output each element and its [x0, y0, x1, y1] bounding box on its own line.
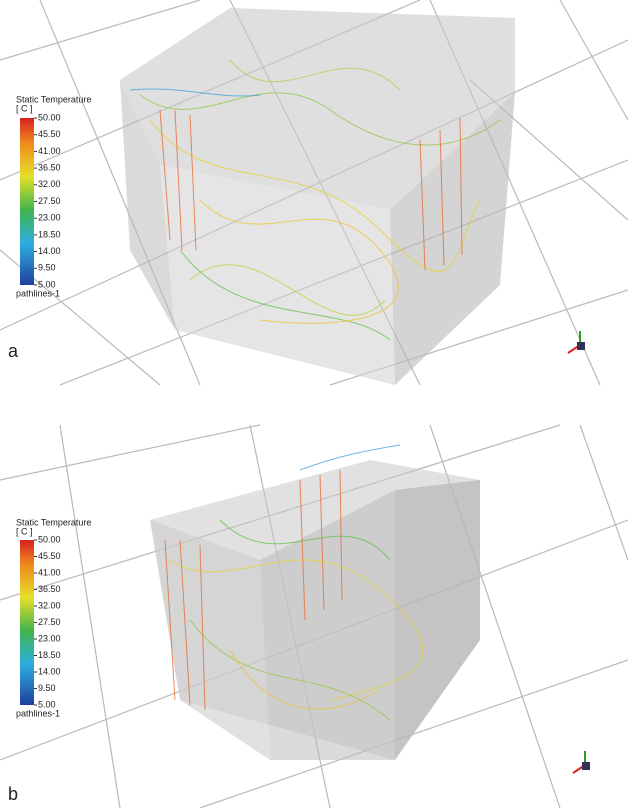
colorbar-label: 14.00 — [38, 246, 61, 256]
colorbar — [20, 118, 34, 285]
colorbar-label: 50.00 — [38, 112, 61, 122]
figure: Static Temperature[ C ]50.0045.5041.0036… — [0, 0, 628, 808]
colorbar-label: 18.50 — [38, 650, 61, 660]
panel-label: b — [8, 784, 18, 804]
colorbar-label: 45.50 — [38, 551, 61, 561]
colorbar-label: 32.00 — [38, 600, 61, 610]
colorbar-label: 41.00 — [38, 567, 61, 577]
colorbar-label: 27.50 — [38, 196, 61, 206]
panel-label: a — [8, 341, 19, 361]
colorbar-label: 32.00 — [38, 179, 61, 189]
colorbar-label: 18.50 — [38, 229, 61, 239]
legend-unit: [ C ] — [16, 526, 33, 536]
legend-name: pathlines-1 — [16, 288, 60, 298]
colorbar-label: 50.00 — [38, 534, 61, 544]
colorbar-label: 36.50 — [38, 162, 61, 172]
colorbar-label: 36.50 — [38, 584, 61, 594]
colorbar-label: 9.50 — [38, 263, 56, 273]
colorbar-label: 23.00 — [38, 633, 61, 643]
colorbar-label: 27.50 — [38, 617, 61, 627]
colorbar-label: 41.00 — [38, 146, 61, 156]
legend-unit: [ C ] — [16, 103, 33, 113]
colorbar — [20, 540, 34, 705]
colorbar-label: 45.50 — [38, 129, 61, 139]
colorbar-label: 14.00 — [38, 666, 61, 676]
scene-a — [0, 0, 628, 385]
colorbar-label: 23.00 — [38, 213, 61, 223]
legend-name: pathlines-1 — [16, 708, 60, 718]
scene-b — [0, 425, 628, 808]
colorbar-label: 9.50 — [38, 683, 56, 693]
